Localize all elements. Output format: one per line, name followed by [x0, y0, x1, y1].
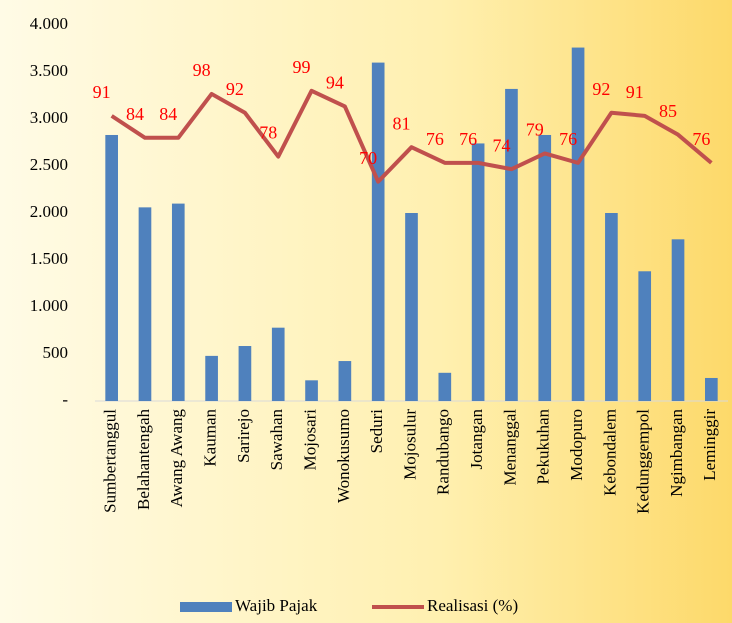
legend-label: Wajib Pajak: [235, 596, 318, 615]
bar: [705, 377, 718, 401]
data-label: 92: [226, 79, 244, 99]
bar: [538, 134, 552, 402]
x-tick-label: Sarirejo: [234, 409, 253, 463]
x-tick-label: Ngimbangan: [667, 409, 686, 497]
bar: [205, 355, 218, 401]
data-label: 91: [93, 82, 111, 102]
x-tick-label: Wonokusumo: [334, 409, 353, 503]
x-tick-label: Kedunggempol: [634, 409, 653, 514]
x-tick-label: Kauman: [201, 409, 220, 467]
bar: [138, 207, 152, 401]
y-tick-label: 3.000: [30, 108, 68, 127]
data-label: 85: [659, 101, 677, 121]
data-label: 76: [426, 129, 444, 149]
data-label: 76: [692, 129, 710, 149]
data-label: 84: [126, 104, 144, 124]
x-tick-label: Modopuro: [567, 409, 586, 481]
bar: [438, 372, 452, 401]
data-label: 76: [459, 129, 477, 149]
x-tick-label: Pekukuhan: [534, 409, 553, 485]
data-label: 98: [193, 60, 211, 80]
data-label: 94: [326, 73, 344, 93]
x-tick-label: Mojosulur: [400, 409, 419, 480]
bar: [571, 47, 585, 402]
bar: [105, 134, 118, 402]
data-label: 99: [293, 57, 311, 77]
x-tick-label: Mojosari: [300, 409, 319, 471]
data-label: 74: [492, 135, 510, 155]
x-tick-label: Randubango: [434, 409, 453, 495]
bar: [338, 361, 352, 401]
bar: [605, 213, 618, 401]
data-label: 92: [592, 79, 610, 99]
y-tick-label: 2.500: [30, 155, 68, 174]
y-tick-label: 2.000: [30, 202, 68, 221]
data-label: 78: [259, 123, 277, 143]
bar: [171, 203, 185, 401]
bar: [471, 143, 485, 401]
bar: [271, 327, 285, 401]
y-tick-label: -: [62, 390, 68, 409]
data-label: 91: [626, 82, 644, 102]
legend-swatch: [180, 602, 232, 612]
bar: [638, 271, 652, 401]
x-tick-label: Seduri: [367, 409, 386, 454]
x-tick-label: Jotangan: [467, 409, 486, 470]
x-tick-label: Leminggir: [700, 409, 719, 481]
data-label: 79: [526, 120, 544, 140]
x-tick-label: Awang Awang: [167, 409, 186, 508]
bar: [371, 62, 385, 401]
bar: [305, 380, 318, 401]
x-tick-label: Sumbertanggul: [101, 409, 120, 513]
y-tick-label: 3.500: [30, 61, 68, 80]
y-tick-label: 1.500: [30, 249, 68, 268]
bar: [405, 213, 418, 401]
data-label: 81: [393, 113, 411, 133]
bar: [238, 346, 252, 401]
bar: [671, 239, 685, 401]
data-label: 76: [559, 129, 577, 149]
x-tick-label: Sawahan: [267, 409, 286, 471]
y-tick-label: 500: [43, 343, 69, 362]
y-tick-label: 4.000: [30, 14, 68, 33]
x-tick-label: Belahantengah: [134, 409, 153, 511]
x-tick-label: Menanggal: [500, 409, 519, 486]
line: [110, 88, 713, 184]
data-label: 70: [359, 148, 377, 168]
data-label: 84: [159, 104, 177, 124]
legend-label: Realisasi (%): [427, 596, 518, 615]
y-tick-label: 1.000: [30, 296, 68, 315]
x-tick-label: Kebondalem: [600, 409, 619, 496]
